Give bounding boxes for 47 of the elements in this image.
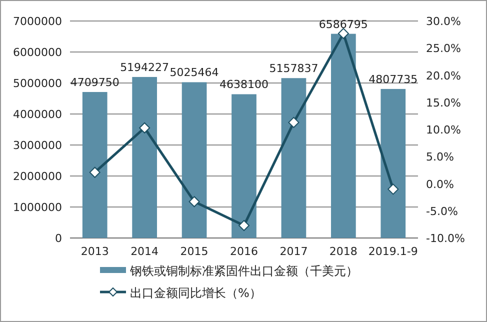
text: 4638100 <box>220 78 268 92</box>
point <box>238 220 250 232</box>
y2-tick-label: 10.0% <box>426 124 461 136</box>
text: 6586795 <box>318 18 368 31</box>
legend-label: 钢铁或铜制标准紧固件出口金额（千美元） <box>129 264 358 278</box>
y-tick-label: 4000000 <box>13 108 62 121</box>
bar <box>232 94 256 238</box>
bar <box>281 78 306 238</box>
text: 5194227 <box>120 60 170 74</box>
point <box>89 166 100 178</box>
bar <box>380 88 406 238</box>
x-tick-label: 2016 <box>230 245 258 258</box>
x-tick-label: 2014 <box>130 245 159 258</box>
point <box>288 116 300 128</box>
y-tick-label: 3000000 <box>13 139 62 152</box>
text: 4807735 <box>368 72 418 86</box>
x-tick-label: 2019.1-9 <box>368 245 418 258</box>
point <box>188 196 200 208</box>
x-tick-label: 2015 <box>180 245 208 258</box>
bar <box>82 92 108 238</box>
bar <box>182 82 207 238</box>
text: 5157837 <box>269 62 318 76</box>
y2-tick-label: 15.0% <box>426 96 461 110</box>
x-tick-label: 2013 <box>80 245 109 258</box>
y2-tick-label: 30.0% <box>426 15 461 28</box>
y-tick-label: 6000000 <box>13 46 62 59</box>
y-tick-label: 5000000 <box>13 77 62 90</box>
legend-label: 出口金额同比增长（%） <box>130 286 262 300</box>
x-tick-label: 2017 <box>280 245 308 258</box>
y-tick-label: 2000000 <box>13 170 62 183</box>
y2-tick-label: -10.0% <box>426 232 465 245</box>
y-tick-label: 0 <box>55 232 62 245</box>
y-tick-label: 7000000 <box>13 15 62 28</box>
y2-tick-label: 5.0% <box>426 150 454 164</box>
y2-tick-label: 0.0% <box>426 178 454 191</box>
point <box>388 184 399 195</box>
bar <box>331 34 356 238</box>
text: 5025464 <box>170 66 219 80</box>
point <box>338 28 349 39</box>
y2-tick-label: 20.0% <box>426 69 461 82</box>
point <box>139 122 150 134</box>
y2-tick-label: 25.0% <box>426 42 461 56</box>
y2-tick-label: -5.0% <box>426 204 458 218</box>
y-tick-label: 1000000 <box>13 201 62 214</box>
x-tick-label: 2018 <box>329 245 358 258</box>
text: 4709750 <box>70 76 120 89</box>
bar <box>132 76 157 238</box>
